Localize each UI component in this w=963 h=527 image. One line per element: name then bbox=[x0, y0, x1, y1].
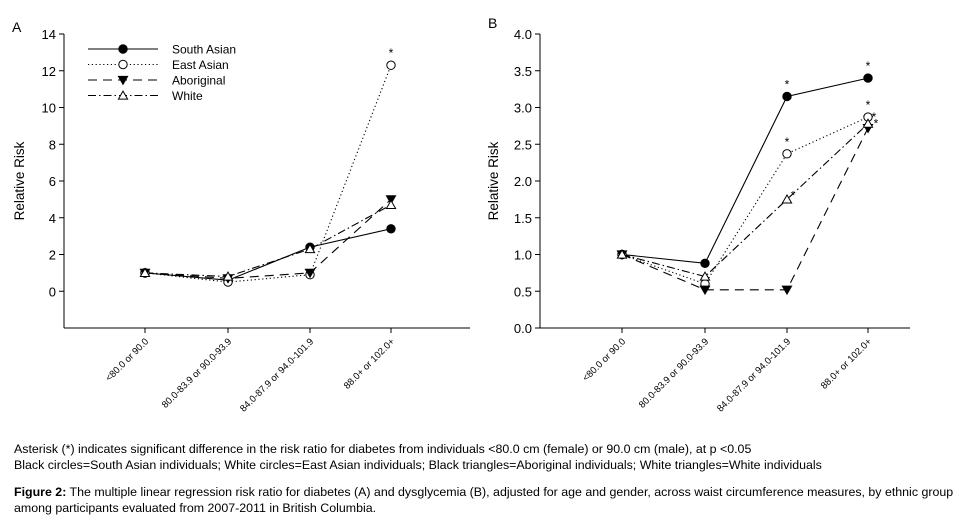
y-tick-label: 8 bbox=[49, 137, 56, 152]
data-point-white bbox=[862, 118, 874, 128]
legend-label-aboriginal: Aboriginal bbox=[172, 74, 225, 88]
x-tick-label: 84.0-87.9 or 94.0-101.9 bbox=[715, 336, 793, 414]
data-point-white bbox=[781, 193, 793, 204]
series-line-white bbox=[621, 123, 869, 278]
series-line-aboriginal bbox=[144, 198, 392, 279]
y-tick-label: 6 bbox=[49, 174, 56, 189]
data-point-white bbox=[385, 199, 397, 209]
data-point-east-asian bbox=[386, 60, 396, 70]
data-point-aboriginal bbox=[781, 285, 793, 296]
data-point-white bbox=[616, 249, 628, 259]
significance-asterisk: * bbox=[791, 188, 796, 202]
y-tick-label: 1.0 bbox=[514, 248, 532, 263]
data-point-south-asian bbox=[700, 258, 710, 269]
panel-label: A bbox=[12, 19, 22, 35]
x-tick-label: 84.0-87.9 or 94.0-101.9 bbox=[238, 336, 316, 414]
x-tick-label: <80.0 or 90.0 bbox=[104, 336, 152, 384]
y-tick-label: 3.5 bbox=[514, 64, 532, 79]
data-point-white bbox=[139, 267, 151, 277]
x-tick-label: 80.0-83.9 or 90.0-93.9 bbox=[637, 336, 711, 410]
figure-caption-label: Figure 2: bbox=[14, 485, 67, 499]
significance-note: Asterisk (*) indicates significant diffe… bbox=[14, 442, 752, 456]
significance-asterisk: * bbox=[389, 46, 394, 60]
x-tick-label: 88.0+ or 102.0+ bbox=[819, 336, 875, 392]
chart-panel-b: B 0.0 0.5 1.0 1.5 2.0 2.5 3.0 3.5 4.0 Relative Ris… bbox=[486, 15, 910, 414]
y-tick-label: 10 bbox=[42, 101, 56, 116]
y-tick-label: 0.5 bbox=[514, 284, 532, 299]
y-tick-label: 0.0 bbox=[514, 321, 532, 336]
legend-marker-south-asian bbox=[118, 44, 128, 54]
data-point-aboriginal bbox=[699, 285, 711, 296]
panel-label: B bbox=[488, 15, 497, 31]
data-point-white bbox=[699, 271, 711, 281]
y-tick-label: 12 bbox=[42, 64, 56, 79]
significance-asterisk: * bbox=[872, 110, 877, 124]
x-tick-label: <80.0 or 90.0 bbox=[581, 336, 629, 384]
significance-asterisk: * bbox=[785, 77, 790, 91]
series-line-aboriginal bbox=[621, 127, 869, 291]
y-tick-label: 2.5 bbox=[514, 137, 532, 152]
y-tick-label: 3.0 bbox=[514, 101, 532, 116]
y-tick-label: 14 bbox=[42, 27, 56, 42]
marker-key-note: Black circles=South Asian individuals; W… bbox=[14, 458, 822, 472]
data-point-white bbox=[222, 271, 234, 281]
legend-label-white: White bbox=[172, 89, 203, 103]
legend-marker-east-asian bbox=[118, 59, 128, 70]
data-point-south-asian bbox=[863, 73, 873, 83]
series-line-east-asian bbox=[144, 65, 392, 283]
y-axis-title: Relative Risk bbox=[486, 141, 501, 220]
y-tick-label: 4.0 bbox=[514, 27, 532, 42]
legend-label-east-asian: East Asian bbox=[172, 58, 229, 72]
series-line-white bbox=[144, 204, 392, 278]
y-tick-label: 2.0 bbox=[514, 174, 532, 189]
chart-panel-a: A 0 2 4 6 8 10 12 14 Relative Risk <80.0 or 90.0 80… bbox=[12, 19, 470, 414]
data-point-east-asian bbox=[782, 149, 792, 159]
legend-marker-white bbox=[117, 90, 129, 100]
legend-label-south-asian: South Asian bbox=[172, 43, 236, 57]
data-point-south-asian bbox=[782, 91, 792, 102]
series-line-south-asian bbox=[144, 228, 392, 281]
figure-caption-text: The multiple linear regression risk rati… bbox=[14, 485, 954, 515]
x-tick-label: 88.0+ or 102.0+ bbox=[342, 336, 398, 392]
y-tick-label: 0 bbox=[49, 284, 56, 299]
x-tick-label: 80.0-83.9 or 90.0-93.9 bbox=[160, 336, 234, 410]
y-tick-label: 4 bbox=[49, 211, 56, 226]
significance-asterisk: * bbox=[866, 59, 871, 73]
y-axis-title: Relative Risk bbox=[12, 141, 27, 220]
significance-asterisk: * bbox=[874, 117, 879, 131]
figure-caption: Figure 2: The multiple linear regression… bbox=[14, 484, 954, 516]
y-tick-label: 2 bbox=[49, 248, 56, 263]
significance-asterisk: * bbox=[866, 98, 871, 112]
caption-notes: Asterisk (*) indicates significant diffe… bbox=[14, 441, 954, 473]
data-point-aboriginal bbox=[304, 268, 316, 279]
series-line-south-asian bbox=[621, 77, 869, 264]
y-tick-label: 1.5 bbox=[514, 211, 532, 226]
significance-asterisk: * bbox=[785, 135, 790, 149]
legend-marker-aboriginal bbox=[117, 75, 129, 86]
data-point-white bbox=[304, 243, 316, 254]
data-point-south-asian bbox=[386, 224, 396, 234]
